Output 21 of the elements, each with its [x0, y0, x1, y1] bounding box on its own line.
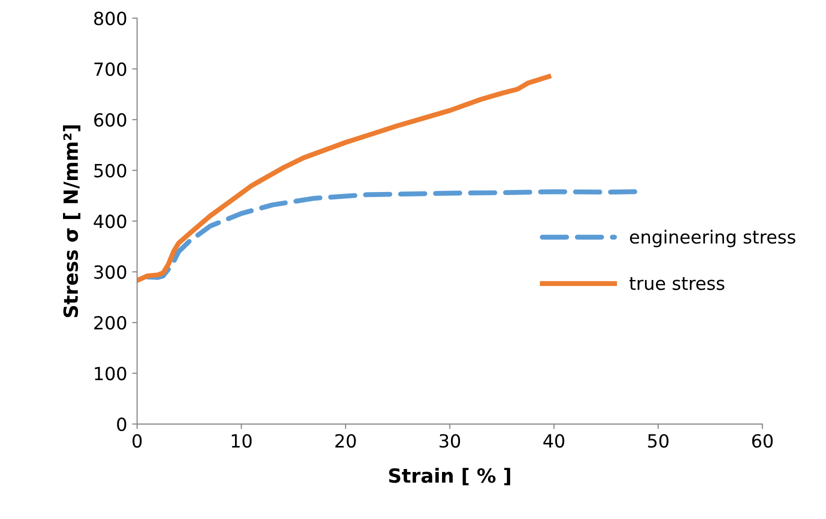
legend-label: true stress [629, 277, 724, 290]
x-tick-label: 0 [132, 434, 142, 448]
x-tick-label: 40 [543, 434, 564, 448]
x-tick-label: 50 [648, 434, 668, 448]
line-series [137, 74, 552, 283]
y-tick-label: 200 [94, 316, 126, 330]
x-tick-label: 30 [440, 434, 460, 448]
y-tick-label: 600 [94, 113, 126, 127]
y-axis-title: Stress σ [ N/mm²] [63, 125, 80, 318]
y-tick-label: 100 [94, 366, 126, 380]
y-tick-label: 500 [94, 164, 126, 178]
legend-label: engineering stress [630, 230, 796, 248]
y-tick-label: 700 [94, 62, 126, 76]
x-tick-label: 10 [232, 434, 252, 448]
x-tick-label: 60 [752, 434, 773, 448]
x-tick-label: 20 [335, 434, 356, 448]
y-tick-label: 300 [94, 265, 126, 279]
y-tick-label: 0 [117, 417, 126, 432]
y-tick-label: 800 [94, 12, 126, 26]
x-axis-title: Strain [ % ] [389, 468, 510, 486]
y-tick-label: 400 [94, 214, 126, 228]
